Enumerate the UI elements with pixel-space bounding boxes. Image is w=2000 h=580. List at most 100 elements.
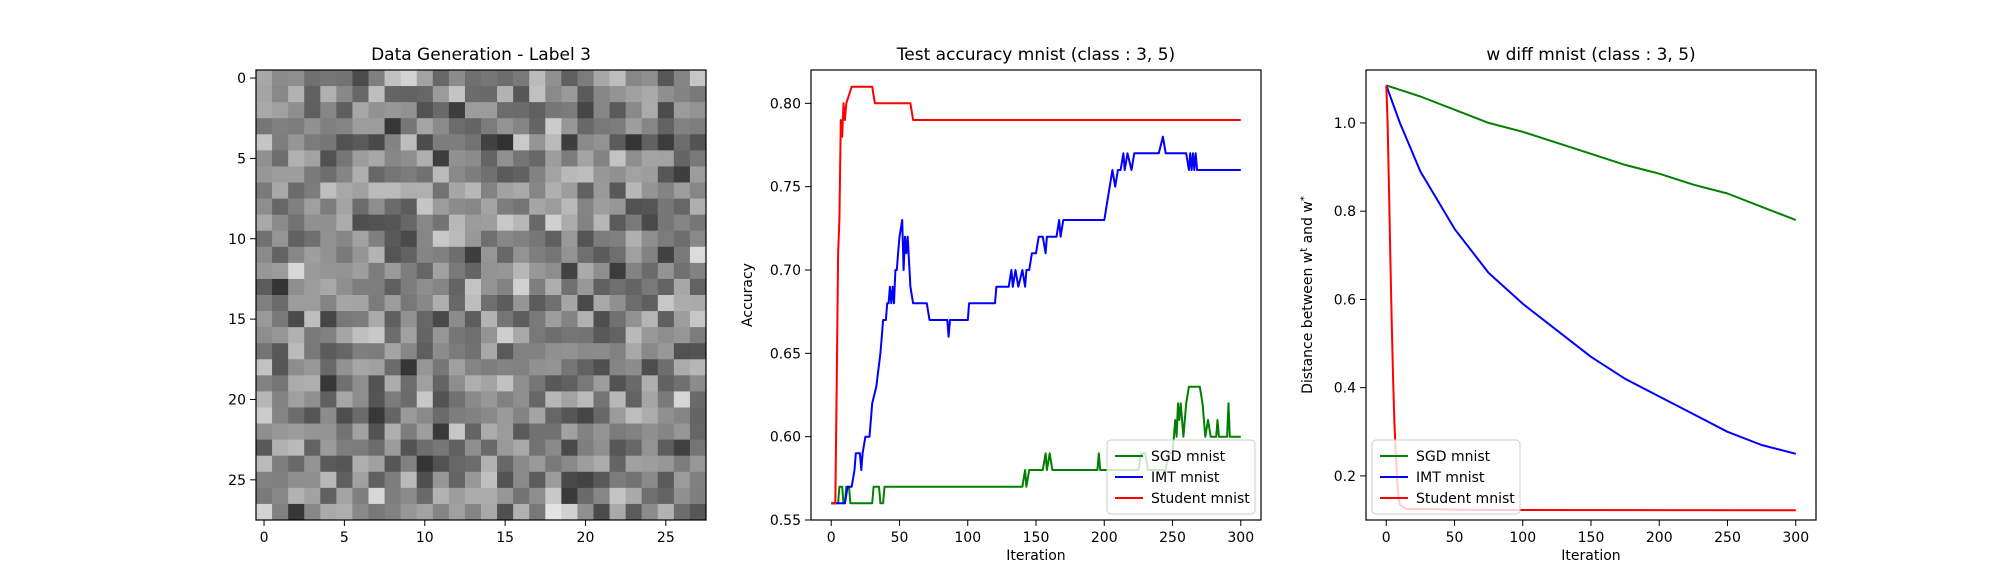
- heatmap-cell: [256, 214, 273, 232]
- heatmap-cell: [577, 214, 594, 232]
- heatmap-cell: [481, 375, 498, 392]
- heatmap-cell: [577, 455, 594, 473]
- heatmap-cell: [320, 487, 337, 505]
- heatmap-cell: [657, 327, 675, 344]
- heatmap-cell: [464, 102, 482, 119]
- heatmap-cell: [416, 262, 434, 280]
- heatmap-cell: [689, 246, 707, 264]
- heatmap-cell: [464, 70, 482, 87]
- heatmap-cell: [272, 230, 289, 248]
- heatmap-cell: [304, 295, 321, 312]
- heatmap-cell: [352, 343, 369, 360]
- heatmap-cell: [384, 166, 402, 183]
- heatmap-cell: [561, 343, 578, 360]
- heatmap-cell: [529, 471, 546, 489]
- heatmap-cell: [657, 86, 675, 103]
- heatmap-cell: [689, 343, 707, 360]
- heatmap-cell: [577, 262, 594, 280]
- heatmap-cell: [448, 455, 466, 473]
- heatmap-cell: [432, 407, 450, 424]
- heatmap-cell: [513, 423, 530, 441]
- heatmap-cell: [513, 246, 530, 264]
- heatmap-cell: [384, 487, 402, 505]
- heatmap-cell: [689, 166, 707, 183]
- heatmap-cell: [689, 150, 707, 167]
- heatmap-cell: [320, 455, 337, 473]
- heatmap-cell: [288, 134, 305, 151]
- heatmap-cell: [513, 70, 530, 87]
- heatmap-cell: [481, 134, 498, 151]
- heatmap-cell: [400, 150, 418, 167]
- heatmap-cell: [272, 102, 289, 119]
- heatmap-cell: [368, 214, 385, 232]
- heatmap-cell: [625, 134, 643, 151]
- heatmap-cell: [641, 391, 659, 408]
- heatmap-cell: [400, 70, 418, 87]
- heatmap-cell: [577, 246, 594, 264]
- heatmap-cell: [609, 102, 627, 119]
- heatmap-cell: [352, 503, 369, 521]
- heatmap-cell: [497, 198, 514, 216]
- heatmap-cell: [336, 182, 353, 199]
- heatmap-cell: [673, 343, 691, 360]
- heatmap-cell: [545, 343, 562, 360]
- heatmap-cell: [352, 150, 369, 167]
- heatmap-cell: [464, 471, 482, 489]
- heatmap-cell: [320, 166, 337, 183]
- heatmap-cell: [256, 455, 273, 473]
- heatmap-cell: [416, 407, 434, 424]
- heatmap-cell: [481, 102, 498, 119]
- heatmap-cell: [384, 455, 402, 473]
- heatmap-cell: [689, 391, 707, 408]
- heatmap-cell: [657, 70, 675, 87]
- heatmap-cell: [673, 262, 691, 280]
- heatmap-cell: [561, 198, 578, 216]
- heatmap-cell: [304, 134, 321, 151]
- heatmap-cell: [320, 391, 337, 408]
- heatmap-cell: [336, 359, 353, 376]
- heatmap-cell: [320, 182, 337, 199]
- heatmap-cell: [368, 343, 385, 360]
- heatmap-cell: [288, 295, 305, 312]
- heatmap-cell: [368, 118, 385, 135]
- x-tick-label: 250: [1714, 530, 1741, 546]
- heatmap-cell: [448, 102, 466, 119]
- heatmap-cell: [368, 198, 385, 216]
- heatmap-cell: [320, 407, 337, 424]
- heatmap-cell: [304, 327, 321, 344]
- heatmap-cell: [673, 102, 691, 119]
- heatmap-cell: [272, 150, 289, 167]
- heatmap-cell: [304, 198, 321, 216]
- heatmap-cell: [448, 182, 466, 199]
- heatmap-cell: [561, 150, 578, 167]
- heatmap-cell: [368, 423, 385, 441]
- heatmap-cell: [657, 423, 675, 441]
- heatmap-cell: [336, 407, 353, 424]
- heatmap-cell: [481, 343, 498, 360]
- heatmap-cell: [673, 471, 691, 489]
- heatmap-cell: [593, 198, 610, 216]
- heatmap-cell: [416, 295, 434, 312]
- series-line: [1385, 84, 1797, 221]
- heatmap-cell: [593, 439, 610, 457]
- heatmap-cell: [256, 311, 273, 328]
- heatmap-cell: [304, 246, 321, 264]
- heatmap-cell: [320, 214, 337, 232]
- heatmap-cell: [481, 391, 498, 408]
- heatmap-cell: [577, 70, 594, 87]
- y-tick-label: 10: [228, 232, 246, 248]
- heatmap-cell: [593, 295, 610, 312]
- heatmap-cell: [689, 262, 707, 280]
- heatmap-cell: [384, 391, 402, 408]
- y-tick-label: 0.4: [1334, 381, 1356, 397]
- x-tick-label: 250: [1159, 530, 1186, 546]
- heatmap-cell: [497, 246, 514, 264]
- heatmap-cell: [256, 246, 273, 264]
- heatmap-cell: [464, 375, 482, 392]
- heatmap-cell: [625, 359, 643, 376]
- heatmap-cell: [497, 102, 514, 119]
- heatmap-cell: [673, 166, 691, 183]
- heatmap-cell: [657, 278, 675, 296]
- heatmap-cell: [288, 439, 305, 457]
